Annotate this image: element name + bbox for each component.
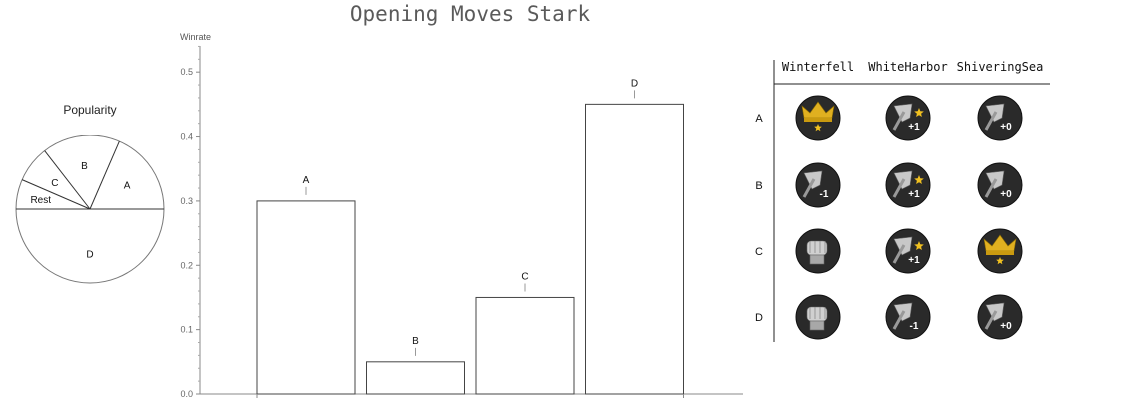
pie-slice-label-a: A [124,181,131,192]
y-tick-label: 0.2 [180,260,193,270]
axe-plus0-icon: +0 [977,95,1023,141]
bar-label-b: B [412,336,419,347]
pie-title: Popularity [63,103,117,117]
gauntlet-icon [795,228,841,274]
winrate-bar-chart: Winrate 0.0 0.1 0.2 0.3 0.4 0.5 A B C D [180,32,743,399]
axe-minus1-icon: -1 [795,162,841,208]
y-tick-label: 0.0 [180,389,193,399]
move-table: Winterfell WhiteHarbor ShiveringSea A +1 +0 B -… [755,60,1050,342]
pie-divider [89,140,120,210]
pie-slice-label-b: B [81,161,88,172]
crown-band [804,118,832,122]
token-modifier: +0 [1000,321,1012,332]
y-tick-label: 0.3 [180,196,193,206]
axe-plus0-icon: +0 [977,294,1023,340]
column-header-winterfell: Winterfell [782,60,854,74]
crown-star-icon [795,95,841,141]
pie-slice-label-c: C [51,178,58,189]
token-modifier: +0 [1000,189,1012,200]
crown-shape [801,101,835,119]
pie-divider [21,179,91,210]
pie-slice-label-rest: Rest [30,195,51,206]
axe-handle [984,178,998,198]
star-icon [914,175,924,184]
token-modifier: -1 [910,321,919,332]
axe-handle [802,178,816,198]
axe-plus1-star-icon: +1 [885,162,931,208]
bar-label-c: C [521,271,528,282]
bar-c [475,296,575,395]
y-tick-label: 0.4 [180,132,193,142]
y-tick-label: 0.1 [180,325,193,335]
bar-b [366,361,465,395]
token-modifier: +1 [908,255,920,266]
token-modifier: +1 [908,122,920,133]
star-icon [814,124,822,132]
axe-handle [984,111,998,131]
star-icon [914,241,924,250]
column-header-whiteharbor: WhiteHarbor [868,60,947,74]
row-header-a: A [755,113,763,125]
axe-plus1-star-icon: +1 [885,228,931,274]
y-tick-label: 0.5 [180,67,193,77]
pie-divider [44,150,91,210]
axe-handle [892,111,906,131]
star-icon [996,257,1004,265]
axe-plus0-icon: +0 [977,162,1023,208]
bar-d [585,103,684,395]
token-modifier: -1 [820,189,829,200]
column-header-shiveringsea: ShiveringSea [957,60,1044,74]
bar-label-a: A [303,175,310,186]
crown-star-icon [977,228,1023,274]
row-header-b: B [755,180,762,192]
pie-slice-label-d: D [86,249,93,260]
y-axis-label: Winrate [180,32,211,42]
axe-plus1-star-icon: +1 [885,95,931,141]
axe-handle [892,178,906,198]
gauntlet-cuff [809,320,825,331]
page-title: Opening Moves Stark [349,2,591,26]
axe-minus1-icon: -1 [885,294,931,340]
star-icon [914,108,924,117]
row-header-c: C [755,246,763,258]
token-modifier: +1 [908,189,920,200]
bar-label-d: D [631,78,638,89]
gauntlet-cuff [809,254,825,265]
axe-handle [892,310,906,330]
gauntlet-icon [795,294,841,340]
crown-shape [983,234,1017,252]
bar-a [256,200,356,395]
axe-handle [984,310,998,330]
crown-band [986,251,1014,255]
token-modifier: +0 [1000,122,1012,133]
axe-handle [892,244,906,264]
row-header-d: D [755,312,763,324]
